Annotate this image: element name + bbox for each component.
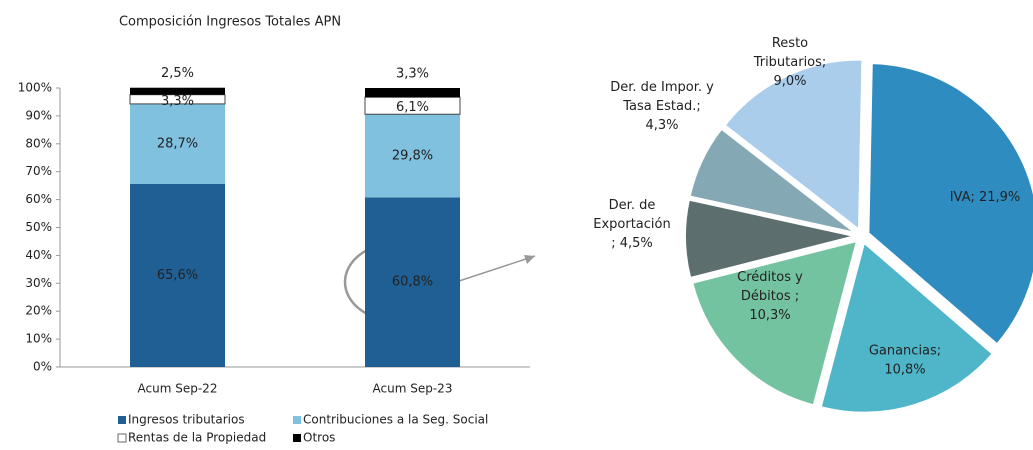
y-tick-label: 10%	[25, 332, 52, 346]
pie-label: IVA; 21,9%	[950, 190, 1021, 205]
y-tick-label: 70%	[25, 164, 52, 178]
x-tick-label: Acum Sep-22	[138, 382, 218, 396]
data-label: 28,7%	[157, 136, 198, 151]
bar-segment	[130, 103, 225, 184]
bar-segment	[365, 88, 460, 98]
pie-slice	[684, 198, 856, 280]
legend-label: Otros	[303, 431, 335, 445]
pie-label: Resto Tributarios; 9,0%	[753, 36, 827, 89]
pie-slice	[723, 58, 864, 232]
legend-swatch	[117, 433, 127, 443]
pie-slice	[819, 240, 995, 414]
pie-label: Ganancias; 10,8%	[869, 343, 941, 377]
y-tick-label: 100%	[18, 81, 52, 95]
legend-swatch	[293, 434, 301, 442]
pie-slice	[691, 239, 859, 407]
y-tick-label: 90%	[25, 108, 52, 122]
data-label: 6,1%	[396, 100, 429, 115]
y-tick-label: 40%	[25, 248, 52, 262]
arrow-line	[455, 255, 536, 283]
y-tick-label: 30%	[25, 276, 52, 290]
pie-label: Der. de Exportación; 4,5%	[593, 198, 670, 251]
legend-label: Ingresos tributarios	[128, 413, 245, 427]
chart-title: Composición Ingresos Totales APN	[119, 15, 341, 30]
legend-label: Contribuciones a la Seg. Social	[303, 413, 488, 427]
pie-slice	[867, 62, 1033, 346]
data-label: 2,5%	[161, 66, 194, 81]
data-label: 65,6%	[157, 268, 198, 283]
bar-segment	[365, 197, 460, 367]
bar-segment	[130, 183, 225, 367]
legend-swatch	[293, 416, 301, 424]
pie-slice	[688, 127, 857, 235]
bar-segment	[365, 114, 460, 198]
data-label: 29,8%	[392, 148, 433, 163]
y-tick-label: 0%	[33, 360, 52, 374]
pie-label: Créditos y Débitos ; 10,3%	[737, 270, 803, 323]
arrow-head	[524, 255, 535, 264]
legend-swatch	[118, 416, 126, 424]
legend-label: Rentas de la Propiedad	[128, 431, 266, 445]
y-tick-label: 50%	[25, 220, 52, 234]
y-tick-label: 80%	[25, 136, 52, 150]
bar-segment	[130, 87, 225, 95]
data-label: 3,3%	[396, 67, 429, 82]
data-label: 60,8%	[392, 275, 433, 290]
data-label: 3,3%	[161, 94, 194, 109]
x-tick-label: Acum Sep-23	[373, 382, 453, 396]
y-tick-label: 60%	[25, 192, 52, 206]
pie-label: Der. de Impor. y Tasa Estad.; 4,3%	[610, 80, 714, 133]
y-tick-label: 20%	[25, 304, 52, 318]
